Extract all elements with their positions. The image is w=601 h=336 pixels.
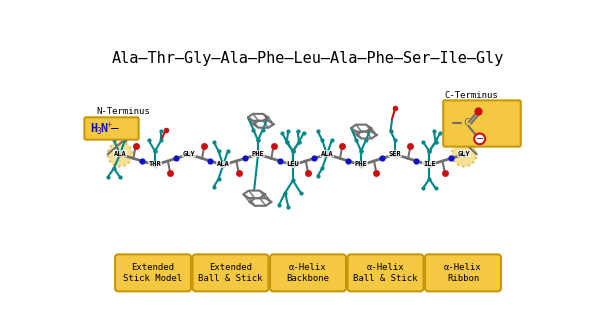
FancyBboxPatch shape: [115, 254, 191, 291]
Circle shape: [474, 133, 485, 144]
Text: ILE: ILE: [423, 161, 436, 167]
Text: N: N: [100, 122, 107, 135]
Circle shape: [108, 142, 132, 167]
Text: N-Terminus: N-Terminus: [97, 108, 151, 117]
Text: ALA: ALA: [114, 151, 126, 157]
Text: SER: SER: [389, 151, 401, 157]
FancyBboxPatch shape: [444, 100, 520, 146]
FancyBboxPatch shape: [347, 254, 424, 291]
Text: GLY: GLY: [458, 151, 471, 157]
Text: PHE: PHE: [252, 151, 264, 157]
Text: C-Terminus: C-Terminus: [445, 91, 499, 100]
Text: —: —: [111, 122, 118, 135]
Text: 3: 3: [96, 127, 101, 136]
FancyBboxPatch shape: [425, 254, 501, 291]
Text: Extended
Ball & Stick: Extended Ball & Stick: [198, 263, 263, 283]
FancyBboxPatch shape: [84, 117, 139, 140]
Text: H: H: [91, 122, 98, 135]
Text: +: +: [107, 120, 112, 129]
Text: α-Helix
Ball & Stick: α-Helix Ball & Stick: [353, 263, 418, 283]
Text: THR: THR: [148, 161, 161, 167]
Text: α-Helix
Ribbon: α-Helix Ribbon: [444, 263, 482, 283]
Text: Extended
Stick Model: Extended Stick Model: [123, 263, 183, 283]
Text: GLY: GLY: [183, 151, 195, 157]
Text: ALA: ALA: [217, 161, 230, 167]
FancyBboxPatch shape: [192, 254, 269, 291]
Text: C: C: [463, 119, 470, 128]
Text: LEU: LEU: [287, 161, 299, 167]
Circle shape: [452, 142, 477, 167]
Text: Ala–Thr–Gly–Ala–Phe–Leu–Ala–Phe–Ser–Ile–Gly: Ala–Thr–Gly–Ala–Phe–Leu–Ala–Phe–Ser–Ile–…: [111, 51, 504, 66]
Text: −: −: [475, 134, 484, 144]
Text: α-Helix
Backbone: α-Helix Backbone: [287, 263, 329, 283]
Text: ALA: ALA: [320, 151, 334, 157]
Text: PHE: PHE: [355, 161, 367, 167]
FancyBboxPatch shape: [270, 254, 346, 291]
